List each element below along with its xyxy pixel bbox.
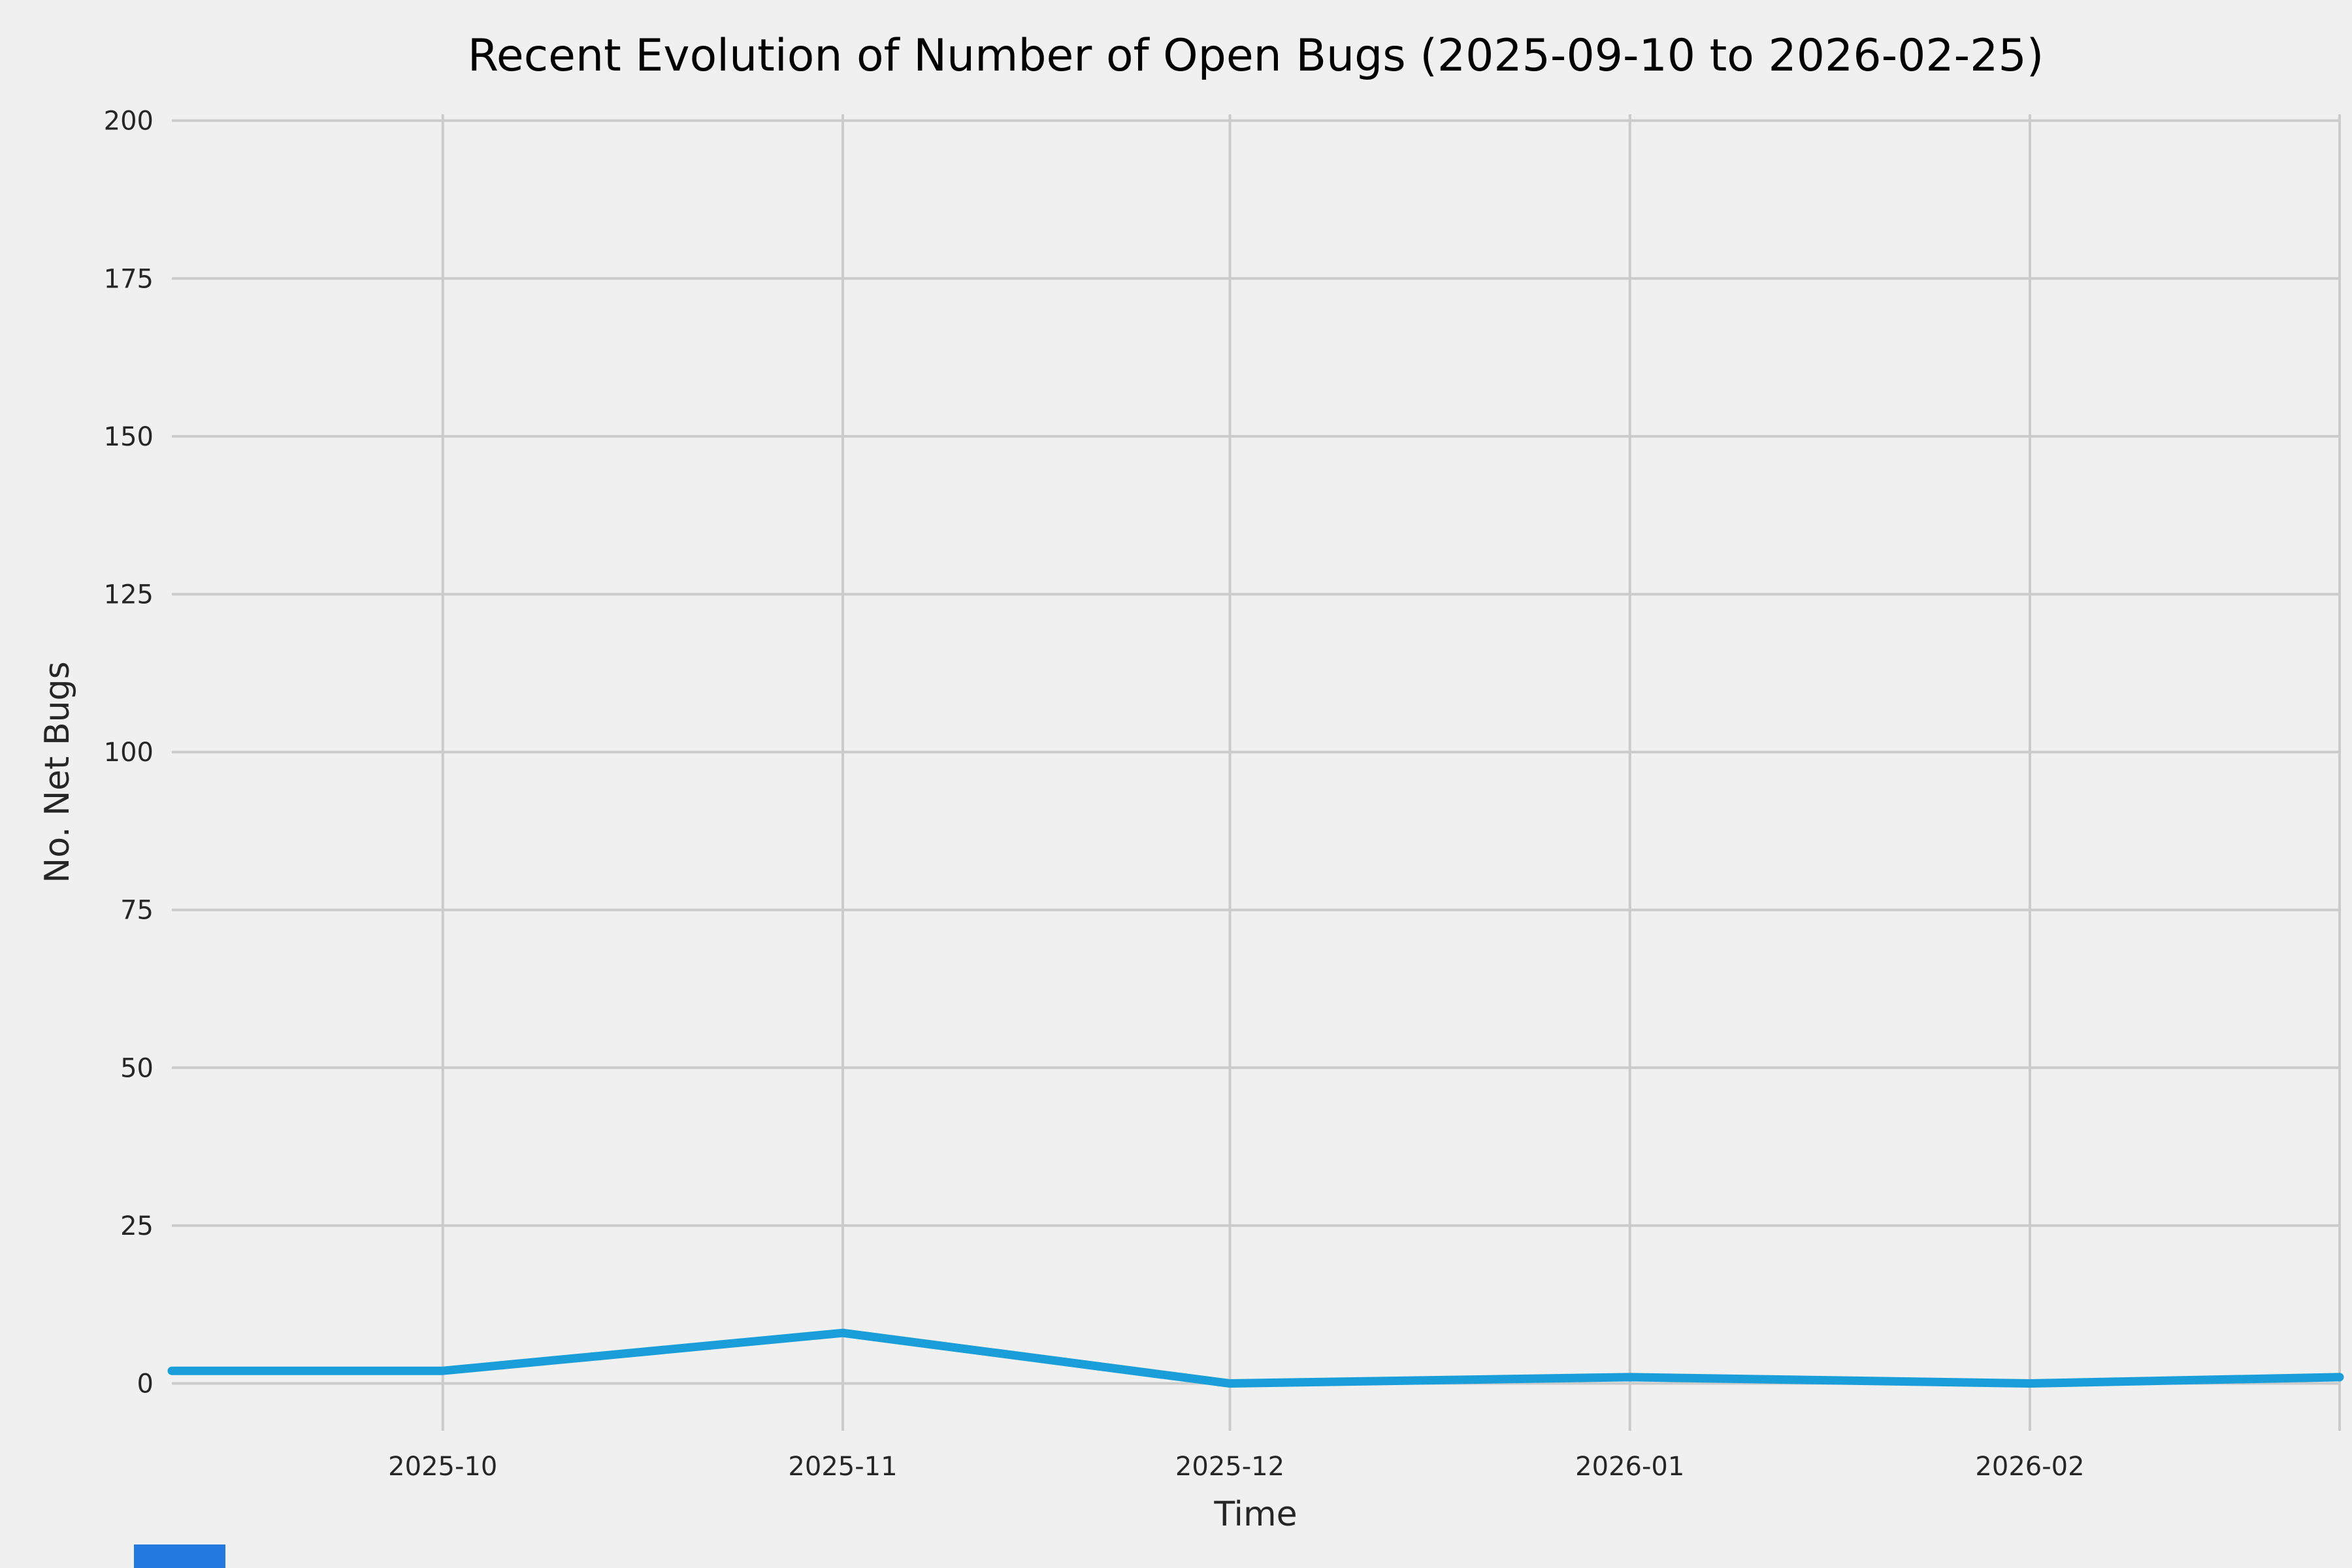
- svg-text:200: 200: [104, 106, 154, 137]
- svg-text:2025-12: 2025-12: [1175, 1452, 1284, 1482]
- x-axis-label: Time: [1214, 1495, 1298, 1534]
- svg-text:175: 175: [104, 264, 154, 294]
- svg-text:2026-02: 2026-02: [1975, 1452, 2084, 1482]
- svg-text:50: 50: [120, 1053, 154, 1083]
- svg-text:100: 100: [104, 738, 154, 768]
- svg-text:25: 25: [120, 1211, 154, 1241]
- svg-text:0: 0: [137, 1369, 154, 1399]
- svg-text:125: 125: [104, 580, 154, 610]
- svg-text:150: 150: [104, 422, 154, 452]
- cropped-blue-ui-fragment[interactable]: [134, 1544, 225, 1568]
- chart-title: Recent Evolution of Number of Open Bugs …: [467, 30, 2044, 82]
- svg-text:2025-11: 2025-11: [788, 1452, 897, 1482]
- svg-text:2026-01: 2026-01: [1575, 1452, 1684, 1482]
- svg-text:2025-10: 2025-10: [388, 1452, 497, 1482]
- svg-text:75: 75: [120, 896, 154, 926]
